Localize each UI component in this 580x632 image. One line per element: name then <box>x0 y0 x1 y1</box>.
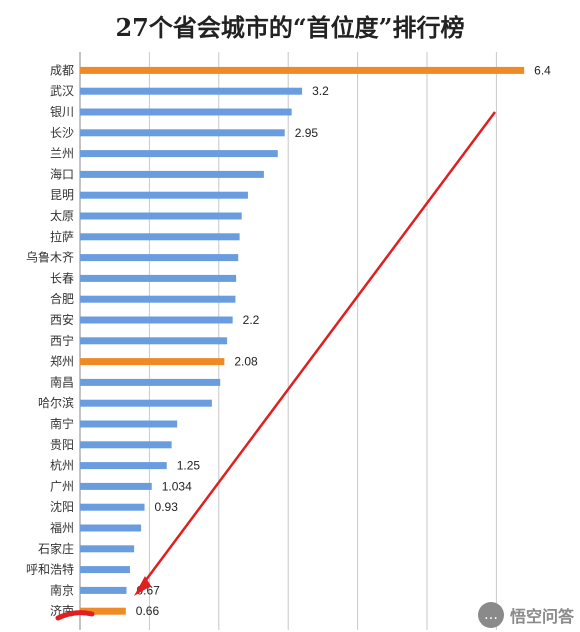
category-label: 昆明 <box>50 188 74 202</box>
bars <box>80 66 525 615</box>
bar <box>80 482 152 490</box>
category-label: 哈尔滨 <box>38 395 74 410</box>
bar <box>80 586 127 594</box>
category-label: 太原 <box>50 208 74 223</box>
bar <box>80 524 142 532</box>
category-label: 长春 <box>50 271 74 285</box>
bar <box>80 233 240 241</box>
bar <box>80 212 242 220</box>
bar <box>80 358 225 366</box>
category-label: 郑州 <box>50 354 74 369</box>
category-label: 海口 <box>50 166 74 181</box>
bar <box>80 420 178 428</box>
category-label: 长沙 <box>50 126 74 140</box>
bar <box>80 150 278 158</box>
bar <box>80 87 303 95</box>
data-label: 1.034 <box>162 479 192 493</box>
red-underline-mark <box>55 610 95 621</box>
red-arrow-line <box>138 111 497 589</box>
category-label: 石家庄 <box>38 541 74 556</box>
bar <box>80 108 292 116</box>
category-label: 贵阳 <box>50 438 74 452</box>
bar <box>80 295 236 303</box>
category-label: 呼和浩特 <box>26 562 74 577</box>
category-label: 南京 <box>50 582 74 597</box>
bar <box>80 545 135 553</box>
chart-title: 27个省会城市的“首位度”排行榜 <box>115 13 465 42</box>
bar <box>80 462 167 470</box>
bar <box>80 170 264 178</box>
data-label: 2.08 <box>234 355 258 369</box>
bar <box>80 274 237 282</box>
category-label: 成都 <box>50 63 74 77</box>
data-label: 3.2 <box>312 84 329 98</box>
category-label: 西宁 <box>50 333 74 348</box>
bar <box>80 607 126 615</box>
bar <box>80 316 233 324</box>
category-label: 南宁 <box>50 416 74 431</box>
data-label: 2.2 <box>243 313 260 327</box>
category-label: 兰州 <box>50 147 74 161</box>
category-label: 沈阳 <box>50 499 74 514</box>
category-label: 拉萨 <box>50 229 74 244</box>
category-labels: 成都武汉银川长沙兰州海口昆明太原拉萨乌鲁木齐长春合肥西安西宁郑州南昌哈尔滨南宁贵… <box>26 63 74 618</box>
data-label: 0.66 <box>136 604 160 618</box>
category-label: 银川 <box>50 105 74 119</box>
category-label: 南昌 <box>50 374 74 389</box>
bar <box>80 566 130 574</box>
bar <box>80 191 248 199</box>
red-arrow-head <box>134 576 151 596</box>
watermark: … 悟空问答 <box>477 602 574 628</box>
category-label: 合肥 <box>50 291 74 306</box>
data-label: 2.95 <box>295 126 319 140</box>
data-label: 0.93 <box>155 500 179 514</box>
bar <box>80 337 228 345</box>
category-label: 广州 <box>50 479 74 493</box>
category-label: 乌鲁木齐 <box>26 250 74 265</box>
bar <box>80 378 221 386</box>
category-label: 福州 <box>50 520 74 535</box>
category-label: 武汉 <box>50 84 74 98</box>
bar <box>80 129 285 137</box>
data-label: 6.4 <box>534 63 551 77</box>
bar <box>80 441 172 449</box>
bar <box>80 254 239 262</box>
annotations <box>55 111 497 621</box>
category-label: 杭州 <box>50 458 74 473</box>
bar <box>80 399 212 407</box>
bar <box>80 503 145 511</box>
chat-bubble-icon: … <box>477 602 504 628</box>
bar <box>80 66 525 74</box>
category-label: 西安 <box>50 312 74 327</box>
data-label: 1.25 <box>177 459 201 473</box>
watermark-text: 悟空问答 <box>509 607 574 626</box>
